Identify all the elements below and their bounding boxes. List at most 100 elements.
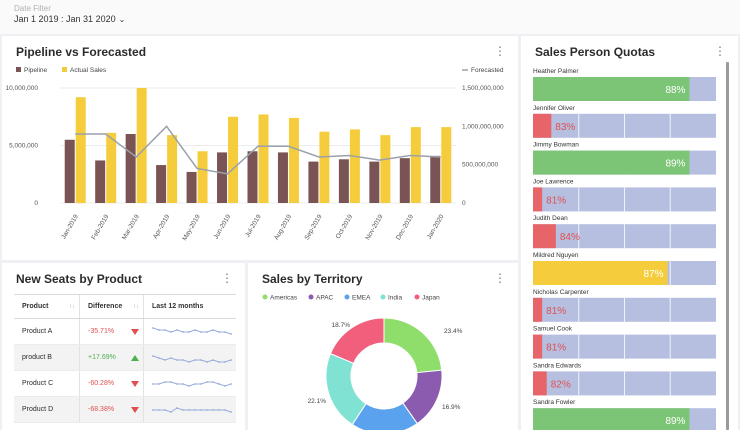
difference-value: -35.71% bbox=[88, 328, 115, 335]
sparkline-point bbox=[152, 382, 154, 385]
x-tick-label: Oct-2019 bbox=[335, 213, 355, 240]
sparkline-point bbox=[158, 356, 160, 359]
legend-dot bbox=[262, 294, 268, 300]
sparkline-point bbox=[170, 380, 172, 383]
sparkline-point bbox=[188, 408, 190, 411]
bar-actual bbox=[349, 129, 360, 203]
sparkline-cell bbox=[144, 397, 236, 422]
date-filter-value[interactable]: Jan 1 2019 : Jan 31 2020 ⌄ bbox=[14, 14, 125, 24]
bar-pipeline bbox=[186, 171, 197, 203]
arrow-down-icon bbox=[131, 406, 139, 413]
sparkline-point bbox=[212, 408, 214, 411]
header-last12: Last 12 months bbox=[144, 295, 236, 318]
sparkline-point bbox=[158, 408, 160, 411]
sort-icon[interactable]: ↑↓ bbox=[69, 303, 75, 310]
x-tick-label: Jul-2019 bbox=[244, 213, 263, 238]
sparkline-point bbox=[188, 330, 190, 333]
quota-pct-label: 83% bbox=[555, 122, 575, 133]
legend-label: EMEA bbox=[352, 295, 371, 302]
donut-slice bbox=[329, 317, 385, 364]
bar-actual bbox=[228, 116, 239, 203]
quota-name: Jennifer Oliver bbox=[533, 105, 576, 112]
quota-bar-fill bbox=[533, 77, 690, 101]
sparkline-point bbox=[230, 358, 232, 361]
legend-label: India bbox=[388, 295, 402, 302]
chevron-down-icon[interactable]: ⌄ bbox=[118, 15, 126, 24]
sparkline-point bbox=[158, 382, 160, 385]
y-tick-right: 1,000,000,000 bbox=[462, 123, 504, 130]
quota-name: Jimmy Bowman bbox=[533, 142, 579, 149]
more-options-icon[interactable]: ⋮ bbox=[221, 271, 233, 285]
sparkline bbox=[152, 354, 232, 363]
sort-icon[interactable]: ↑↓ bbox=[133, 303, 139, 310]
quota-bar-fill bbox=[533, 113, 552, 138]
slice-label: 23.4% bbox=[444, 328, 463, 335]
sparkline-point bbox=[182, 358, 184, 361]
date-filter[interactable]: Date Filter Jan 1 2019 : Jan 31 2020 ⌄ bbox=[0, 0, 740, 34]
more-options-icon[interactable]: ⋮ bbox=[494, 271, 506, 285]
x-tick-label: Apr-2019 bbox=[152, 213, 172, 240]
bar-pipeline bbox=[64, 139, 75, 203]
quota-name: Sandra Edwards bbox=[533, 362, 582, 369]
sparkline-point bbox=[218, 360, 220, 363]
bar-pipeline bbox=[369, 161, 380, 203]
quotas-chart: Heather Palmer 88% Jennifer Oliver 83% Jimmy… bbox=[533, 62, 729, 430]
table-row[interactable]: product B +17.69% bbox=[14, 345, 236, 371]
bar-actual bbox=[380, 135, 391, 203]
sparkline-path bbox=[153, 381, 232, 387]
bar-actual bbox=[258, 114, 269, 203]
sparkline-point bbox=[152, 354, 154, 357]
sparkline-point bbox=[170, 410, 172, 413]
bar-pipeline bbox=[156, 165, 167, 203]
sparkline-point bbox=[230, 410, 232, 413]
sparkline-cell bbox=[144, 319, 236, 344]
bar-pipeline bbox=[430, 155, 441, 203]
header-product[interactable]: Product ↑↓ bbox=[14, 295, 80, 318]
sparkline-point bbox=[176, 406, 178, 409]
sparkline-point bbox=[194, 408, 196, 411]
pipeline-title: Pipeline vs Forecasted bbox=[16, 45, 147, 59]
quota-pct-label: 81% bbox=[546, 306, 566, 317]
legend-label: Japan bbox=[422, 295, 440, 302]
table-row[interactable]: Product C -60.28% bbox=[14, 371, 236, 397]
table-row[interactable]: Product D -68.38% bbox=[14, 397, 236, 423]
legend-swatch-actual bbox=[62, 67, 67, 72]
sparkline-point bbox=[206, 360, 208, 363]
header-difference[interactable]: Difference ↑↓ bbox=[80, 295, 144, 318]
territory-title: Sales by Territory bbox=[262, 272, 363, 286]
x-tick-label: Aug-2019 bbox=[273, 213, 293, 241]
quota-name: Samuel Cook bbox=[533, 326, 573, 333]
bar-pipeline bbox=[399, 158, 410, 203]
more-options-icon[interactable]: ⋮ bbox=[494, 44, 506, 58]
sparkline-point bbox=[212, 358, 214, 361]
y-tick-left: 5,000,000 bbox=[9, 143, 38, 150]
more-options-icon[interactable]: ⋮ bbox=[714, 44, 726, 58]
donut-slice bbox=[383, 317, 443, 374]
x-tick-label: Jan-2019 bbox=[60, 213, 80, 240]
sparkline-point bbox=[188, 384, 190, 387]
pipeline-card: Pipeline vs Forecasted ⋮ Pipeline Actual … bbox=[2, 36, 518, 260]
sparkline-point bbox=[218, 330, 220, 333]
sparkline-point bbox=[224, 408, 226, 411]
y-tick-left: 0 bbox=[34, 200, 38, 207]
sparkline-point bbox=[152, 326, 154, 329]
difference-cell: -60.28% bbox=[80, 371, 144, 396]
legend-dot bbox=[308, 294, 314, 300]
sparkline-path bbox=[153, 406, 232, 413]
slice-label: 16.9% bbox=[442, 404, 461, 411]
quota-bar-fill bbox=[533, 187, 543, 212]
legend-label-forecast: Forecasted bbox=[471, 67, 504, 74]
seats-table: Product ↑↓ Difference ↑↓ Last 12 months Pr… bbox=[14, 294, 236, 423]
sparkline-point bbox=[224, 330, 226, 333]
x-tick-label: Jan-2020 bbox=[426, 213, 446, 240]
legend-label: APAC bbox=[316, 295, 334, 302]
x-tick-label: Nov-2019 bbox=[364, 213, 384, 241]
table-row[interactable]: Product A -35.71% bbox=[14, 319, 236, 345]
legend-swatch-pipeline bbox=[16, 67, 21, 72]
quota-bar-fill bbox=[533, 224, 556, 249]
quota-name: Mildred Nguyen bbox=[533, 252, 579, 259]
sparkline-point bbox=[170, 356, 172, 359]
x-tick-label: Sep-2019 bbox=[303, 213, 323, 241]
difference-cell: +17.69% bbox=[80, 345, 144, 370]
header-last12-label: Last 12 months bbox=[152, 303, 204, 310]
